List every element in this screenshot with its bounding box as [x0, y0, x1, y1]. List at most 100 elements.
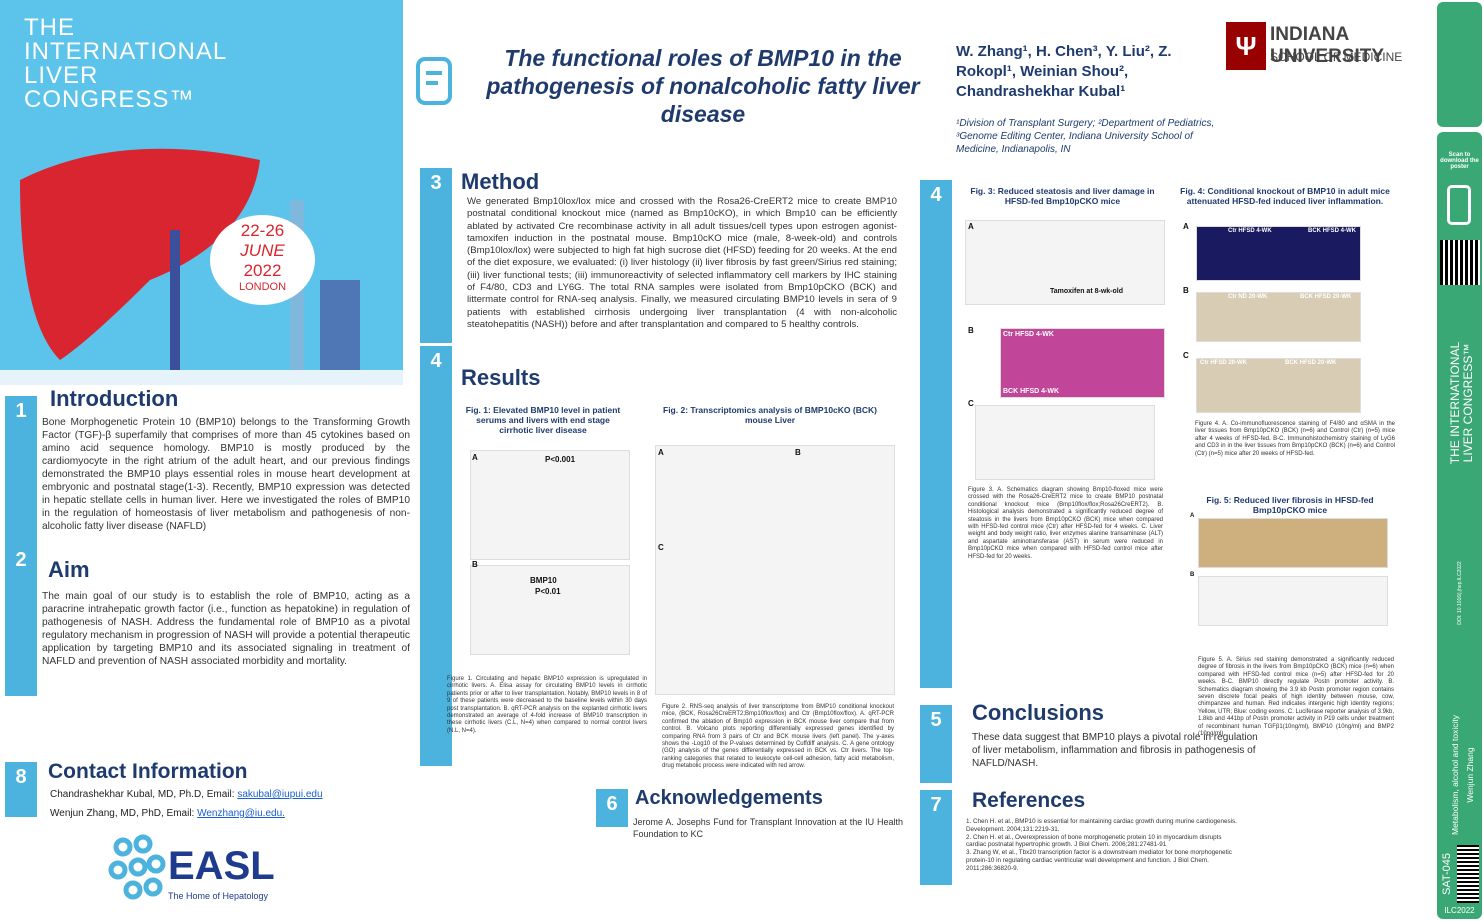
panel-label: B: [1190, 572, 1195, 578]
figure-title: Fig. 2: Transcriptomics analysis of BMP1…: [663, 405, 877, 425]
reference: 2. Chen H. et al., Overexpression of bon…: [966, 833, 1222, 849]
section-number: 4: [920, 180, 952, 688]
section-heading: Introduction: [50, 386, 179, 411]
panel-label: B: [795, 448, 801, 457]
figure-label: Ctr HFSD 4-WK: [1003, 331, 1054, 338]
panel-label: C: [968, 399, 974, 408]
figure-panel: [1198, 518, 1388, 568]
sidebar-congress: THE INTERNATIONAL LIVER CONGRESS™: [1448, 341, 1475, 465]
panel-label: B: [1183, 286, 1189, 295]
section-text: We generated Bmp10lox/lox mice and cross…: [467, 196, 897, 330]
figure-label: Tamoxifen at 8-wk-old: [1050, 288, 1123, 295]
section-number: 4: [420, 346, 452, 766]
topic: Metabolism, alcohol and toxicity: [1450, 714, 1460, 835]
dates: 22-26: [240, 221, 285, 240]
figure-panel: [1196, 358, 1361, 413]
figure-label: Ctr ND 20-WK: [1228, 294, 1268, 300]
figure-caption: Figure 3. A. Schematics diagram showing …: [968, 487, 1163, 560]
panel-label: B: [968, 326, 974, 335]
month: JUNE: [240, 241, 285, 260]
figure-label: P<0.01: [535, 587, 561, 596]
figure-title: Fig. 5: Reduced liver fibrosis in HFSD-f…: [1206, 495, 1374, 515]
document-icon: [416, 57, 452, 105]
section-text: These data suggest that BMP10 plays a pi…: [972, 732, 1258, 769]
contact-line: Wenjun Zhang, MD, PhD, Email: Wenzhang@i…: [50, 808, 285, 819]
congress-line: INTERNATIONAL: [24, 38, 228, 65]
easl-tagline: The Home of Hepatology: [168, 891, 269, 901]
iu-logo: Ψ INDIANA UNIVERSITY SCHOOL OF MEDICINE: [1226, 22, 1426, 70]
section-heading: References: [972, 789, 1086, 812]
figure-panel: [1000, 328, 1165, 398]
easl-name: EASL: [168, 844, 275, 888]
doi: DOI: 10.1016/j.jhep.ILC2022: [1457, 561, 1463, 625]
panel-label: A: [658, 448, 664, 457]
figure-panel: [1198, 576, 1388, 626]
figure-caption: Figure 1. Circulating and hepatic BMP10 …: [447, 676, 647, 734]
congress-line: CONGRESS™: [24, 86, 195, 113]
figure-panel: [470, 565, 630, 655]
reference: 3. Zhang W, et al., Tbx20 transcription …: [966, 849, 1232, 872]
figure-label: BMP10: [530, 576, 557, 585]
section-text: Bone Morphogenetic Protein 10 (BMP10) be…: [42, 417, 410, 532]
figure-panel: [470, 450, 630, 560]
figure-title: Fig. 3: Reduced steatosis and liver dama…: [970, 186, 1155, 206]
panel-label: A: [472, 453, 478, 462]
congress-banner: THE INTERNATIONAL LIVER CONGRESS™ 22-26 …: [0, 0, 403, 385]
presenter: Wenjun Zhang: [1465, 747, 1475, 803]
figure-label: P<0.001: [545, 455, 576, 464]
sponsor-box: [1437, 2, 1482, 127]
congress-logo: THE INTERNATIONAL LIVER CONGRESS™: [24, 16, 227, 112]
figure-label: BCK HFSD 20-WK: [1285, 360, 1337, 366]
panel-label: C: [1183, 351, 1189, 360]
contact-name: Chandrashekhar Kubal, MD, Ph.D, Email:: [50, 789, 235, 800]
authors: W. Zhang¹, H. Chen³, Y. Liu², Z. Rokopl¹…: [956, 43, 1172, 100]
contact-name: Wenjun Zhang, MD, PhD, Email:: [50, 808, 195, 819]
affiliations: ¹Division of Transplant Surgery; ²Depart…: [956, 118, 1215, 155]
qr-code: [1440, 240, 1480, 285]
figure-label: BCK HFSD 20-WK: [1300, 294, 1352, 300]
section-number: 8: [5, 762, 37, 817]
section-number: 5: [920, 705, 952, 783]
section-number: 3: [420, 168, 452, 343]
figure-title: Fig. 4: Conditional knockout of BMP10 in…: [1180, 186, 1390, 206]
poster-code: SAT-045: [1441, 853, 1453, 895]
section-text: The main goal of our study is to establi…: [42, 591, 410, 667]
section-number: 2: [5, 545, 37, 695]
sidebar: Scan to download the poster THE INTERNAT…: [1435, 0, 1484, 921]
section-heading: Method: [461, 169, 540, 194]
figure-panel: [975, 405, 1155, 480]
panel-label: B: [472, 560, 478, 569]
panel-label: A: [1190, 513, 1195, 519]
barcode: [1457, 845, 1479, 903]
figure-label: BCK HFSD 4-WK: [1308, 228, 1356, 234]
section-heading: Conclusions: [972, 700, 1105, 725]
city: LONDON: [238, 281, 287, 293]
figure-panel: [1196, 292, 1361, 342]
easl-icon: [108, 834, 166, 900]
section-heading: Results: [461, 365, 541, 390]
section-text: Jerome A. Josephs Fund for Transplant In…: [633, 817, 903, 839]
year: 2022: [243, 261, 282, 280]
figure-panel: [1196, 226, 1361, 281]
reference: 1. Chen H. et al., BMP10 is essential fo…: [966, 818, 1237, 833]
section-number: 6: [596, 789, 628, 827]
scan-text: Scan to download the poster: [1440, 152, 1479, 170]
figure-label: Ctr HFSD 20-WK: [1200, 360, 1248, 366]
figure-caption: Figure 4. A. Co-immunofluorescence stain…: [1195, 421, 1395, 457]
panel-label: C: [658, 543, 664, 552]
congress-line: LIVER: [24, 62, 99, 89]
figure-caption: Figure 2. RNS-seq analysis of liver tran…: [662, 704, 894, 770]
panel-label: A: [968, 222, 974, 231]
section-heading: Contact Information: [48, 760, 248, 783]
figure-panel: [965, 220, 1165, 305]
contact-line: Chandrashekhar Kubal, MD, Ph.D, Email: s…: [50, 789, 323, 800]
poster-title: The functional roles of BMP10 in the pat…: [486, 45, 920, 127]
section-heading: Aim: [48, 557, 90, 582]
date-badge: 22-26 JUNE 2022 LONDON: [210, 215, 315, 305]
liver-illustration: [0, 148, 403, 385]
email-link[interactable]: Wenzhang@iu.edu.: [197, 808, 285, 819]
figure-panel: [655, 445, 895, 695]
figure-title: Fig. 1: Elevated BMP10 level in patient …: [465, 405, 621, 435]
email-link[interactable]: sakubal@iupui.edu: [237, 789, 323, 800]
